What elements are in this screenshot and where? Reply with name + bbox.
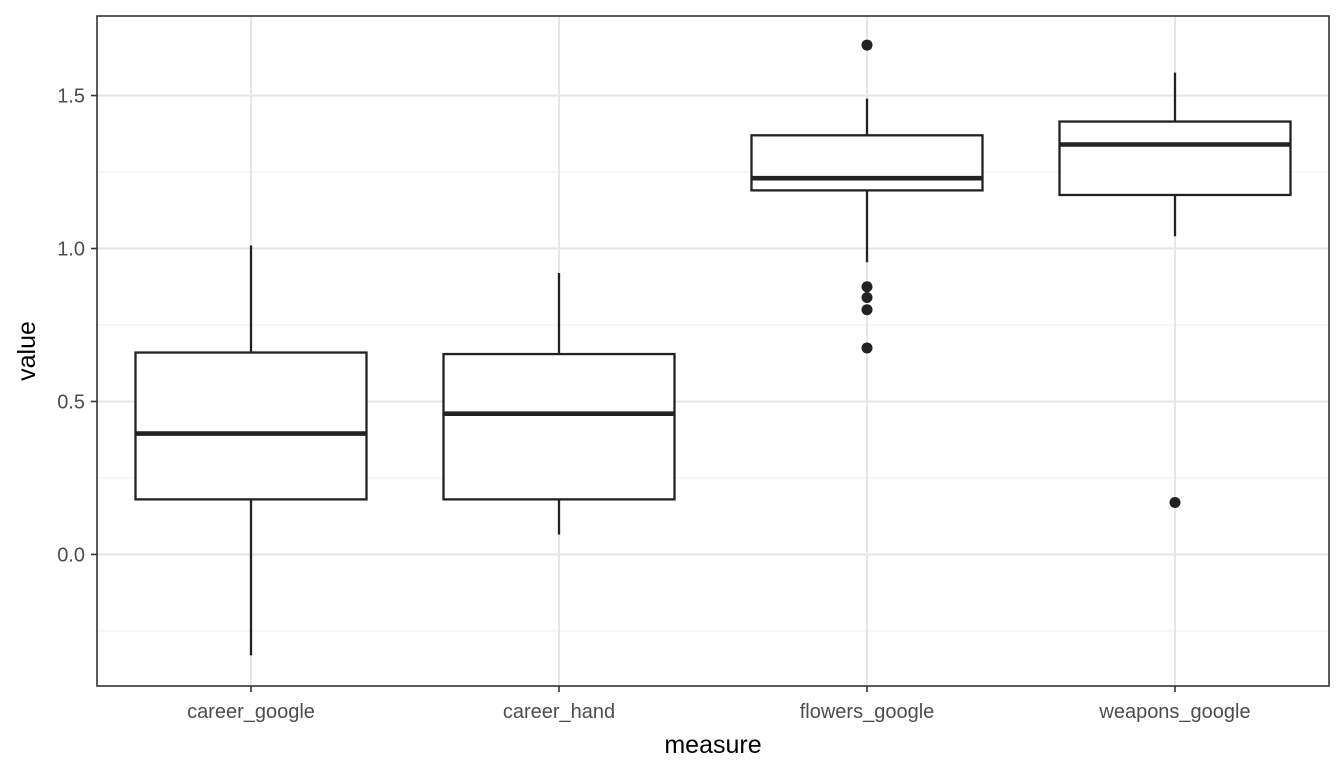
box-iqr [750,134,984,192]
x-tick-label: career_hand [503,701,615,723]
panel-border [96,15,1330,687]
boxes [134,39,1292,656]
outlier-point [861,291,873,303]
box-weapons_google [1058,72,1292,508]
x-axis-ticks: career_google career_hand flowers_google we… [187,686,1251,723]
outlier-point [1169,496,1181,508]
outlier-point [861,304,873,316]
box-iqr [1058,120,1292,197]
box-career_google [134,245,368,656]
outlier-point [861,39,873,51]
y-tick-label: 0.5 [57,391,85,413]
box-career_hand [442,272,676,535]
box-flowers_google [750,39,984,354]
y-tick-label: 1.5 [57,86,85,108]
box-iqr [134,351,368,501]
x-tick-label: career_google [187,701,315,723]
grid [97,16,1329,686]
y-tick-label: 1.0 [57,239,85,261]
x-tick-label: weapons_google [1098,701,1250,723]
outlier-point [861,342,873,354]
y-axis-ticks: 0.0 0.5 1.0 1.5 [57,86,97,566]
x-tick-label: flowers_google [800,701,935,723]
y-tick-label: 0.0 [57,544,85,566]
outlier-point [861,281,873,293]
y-axis-title: value [13,321,41,381]
box-iqr [442,352,676,501]
x-axis-title: measure [664,731,761,759]
